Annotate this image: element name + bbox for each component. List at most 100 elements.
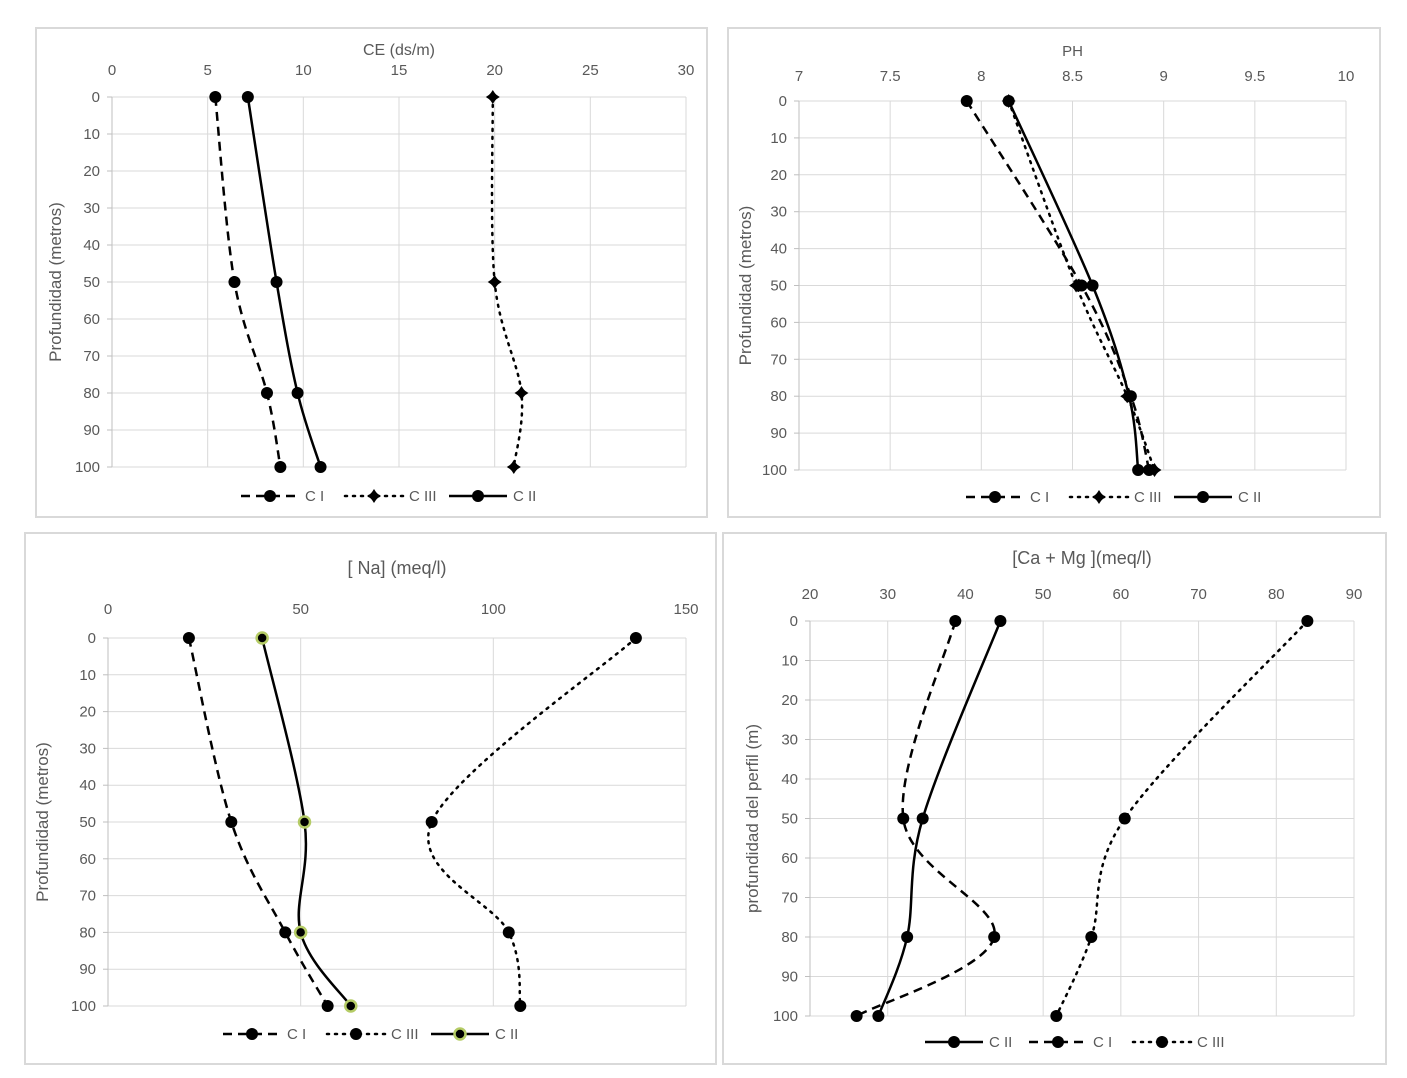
data-point xyxy=(225,816,238,828)
data-point xyxy=(297,815,312,829)
series-line xyxy=(877,620,1002,1017)
x-tick-label: 8.5 xyxy=(1062,68,1083,85)
y-tick-label: 90 xyxy=(79,961,96,978)
y-tick-label: 10 xyxy=(770,130,787,147)
chart-svg-camg: [Ca + Mg ](meq/l) 20 30 40 50 60 70 80 90 0 10 20 30… xyxy=(743,548,1363,1051)
series-c-ii xyxy=(255,631,358,1013)
y-tick-label: 60 xyxy=(781,850,798,867)
legend-label: C I xyxy=(1030,489,1049,506)
data-point-core xyxy=(490,277,499,287)
legend-marker xyxy=(1156,1036,1168,1048)
chart-title: [Ca + Mg ](meq/l) xyxy=(1012,548,1152,568)
legend-label: C II xyxy=(513,488,536,505)
series-c-iii xyxy=(1050,615,1314,1022)
y-axis-label: Profundidad (metros) xyxy=(46,202,65,362)
x-tick-label: 9.5 xyxy=(1244,68,1265,85)
data-point xyxy=(293,925,308,940)
legend-label: C III xyxy=(391,1026,419,1043)
y-tick-label: 40 xyxy=(781,771,798,788)
data-point xyxy=(629,632,642,644)
y-tick-label: 70 xyxy=(781,890,798,907)
data-point xyxy=(897,812,910,825)
data-point-core xyxy=(1071,281,1081,290)
data-point xyxy=(241,91,254,103)
chart-title: PH xyxy=(1062,43,1083,60)
series-line xyxy=(490,95,524,469)
series-line xyxy=(965,100,1151,471)
y-tick-label: 30 xyxy=(79,740,96,757)
data-point xyxy=(425,816,438,828)
x-tick-label: 50 xyxy=(1035,586,1052,603)
data-point xyxy=(1132,464,1145,476)
data-point xyxy=(994,615,1007,627)
y-tick-label: 60 xyxy=(83,311,100,328)
chart-title: [ Na] (meq/l) xyxy=(347,558,446,578)
data-point xyxy=(901,931,914,943)
data-point xyxy=(1086,279,1099,292)
y-tick-label: 100 xyxy=(773,1008,798,1025)
legend-marker xyxy=(472,490,484,502)
y-tick-label: 20 xyxy=(770,167,787,184)
y-tick-label: 90 xyxy=(83,422,100,439)
data-point xyxy=(949,615,962,627)
y-tick-label: 70 xyxy=(79,888,96,905)
x-tick-label: 8 xyxy=(977,68,985,85)
data-point xyxy=(502,926,515,939)
series-line xyxy=(1007,99,1156,472)
x-tick-label: 90 xyxy=(1346,586,1363,603)
series-c-iii xyxy=(485,90,529,474)
y-tick-label: 10 xyxy=(79,667,96,684)
chart-panel-camg: [Ca + Mg ](meq/l) 20 30 40 50 60 70 80 90 0 10 20 30… xyxy=(722,532,1387,1065)
series-line xyxy=(856,620,996,1018)
data-point xyxy=(314,461,327,473)
series-c-ii xyxy=(241,91,327,473)
x-tick-label: 9 xyxy=(1159,68,1167,85)
x-tick-label: 150 xyxy=(673,601,698,618)
y-tick-label: 30 xyxy=(83,200,100,217)
legend-item: C I xyxy=(966,489,1049,506)
data-point xyxy=(1118,812,1131,825)
legend-label: C III xyxy=(409,488,437,505)
data-point xyxy=(1085,931,1098,943)
y-tick-label: 50 xyxy=(781,811,798,828)
data-point xyxy=(988,931,1001,943)
data-point xyxy=(960,95,973,107)
legend-marker xyxy=(453,1027,467,1041)
y-axis-label: Profundidad (metros) xyxy=(33,742,52,902)
legend-label: C I xyxy=(287,1026,306,1043)
y-tick-label: 10 xyxy=(83,126,100,143)
y-tick-label: 0 xyxy=(790,613,798,630)
data-point xyxy=(228,276,241,288)
legend-marker xyxy=(1197,491,1209,503)
x-tick-label: 5 xyxy=(203,62,211,79)
data-point xyxy=(916,812,929,825)
chart-svg-ph: PH7 7.5 8 8.5 9 9.5 100102030405060708090100Pr… xyxy=(736,43,1355,506)
x-tick-label: 10 xyxy=(1338,68,1355,85)
data-point xyxy=(872,1010,885,1022)
legend-label: C I xyxy=(305,488,324,505)
x-tick-label: 25 xyxy=(582,62,599,79)
data-point xyxy=(279,926,292,939)
y-tick-label: 90 xyxy=(770,425,787,442)
y-tick-label: 100 xyxy=(71,998,96,1015)
series-c-iii xyxy=(425,632,642,1012)
chart-svg-na: [ Na] (meq/l) 0 50 100 150 0 10 20 30 40 50 60 70 80 9… xyxy=(33,558,699,1043)
y-tick-label: 20 xyxy=(79,704,96,721)
y-tick-label: 0 xyxy=(88,630,96,647)
y-tick-label: 70 xyxy=(770,351,787,368)
legend-item: C II xyxy=(449,488,536,505)
data-point-core xyxy=(509,462,518,472)
chart-panel-na: [ Na] (meq/l) 0 50 100 150 0 10 20 30 40 50 60 70 80 9… xyxy=(24,532,717,1065)
x-tick-label: 100 xyxy=(481,601,506,618)
legend-item: C II xyxy=(1174,489,1261,506)
legend-item: C I xyxy=(1029,1034,1112,1051)
data-point xyxy=(850,1010,863,1022)
x-tick-label: 50 xyxy=(292,601,309,618)
series-line xyxy=(187,637,329,1007)
legend-marker xyxy=(948,1036,960,1048)
y-tick-label: 70 xyxy=(83,348,100,365)
x-tick-label: 30 xyxy=(879,586,896,603)
y-tick-label: 20 xyxy=(83,163,100,180)
y-tick-label: 60 xyxy=(770,314,787,331)
x-tick-label: 0 xyxy=(104,601,112,618)
